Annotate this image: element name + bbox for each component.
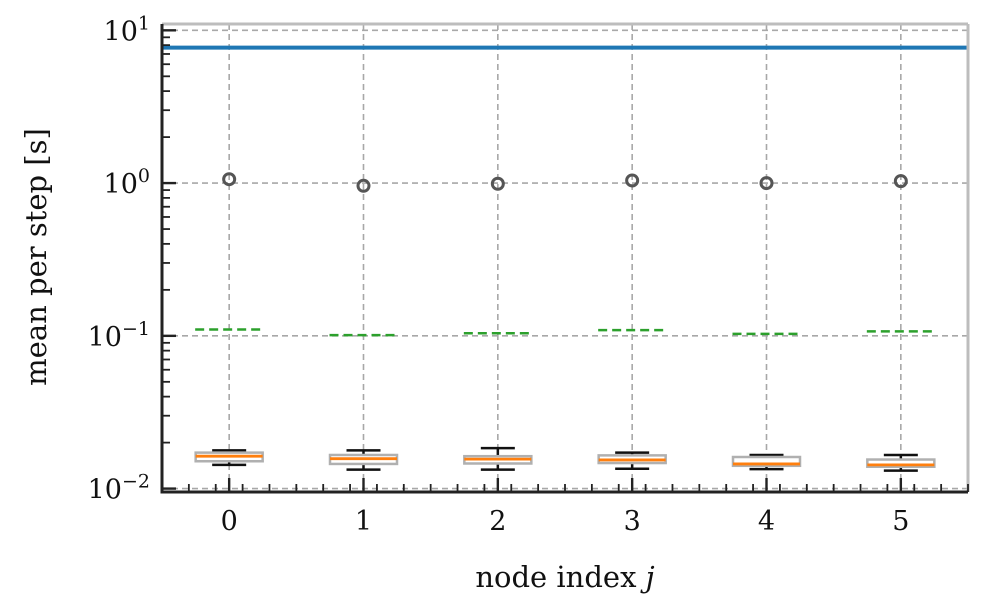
grid-lines <box>162 24 968 492</box>
y-tick-label: 101 <box>104 12 150 47</box>
x-tick-label: 5 <box>892 506 909 537</box>
box-body <box>866 458 936 469</box>
x-tick-label: 2 <box>489 506 506 537</box>
circle-marker <box>490 176 505 191</box>
data-marks <box>162 45 968 472</box>
circle-marker <box>356 178 371 193</box>
circle-marker <box>759 176 774 191</box>
circle-marker <box>222 172 237 187</box>
x-axis-label-variable: j <box>640 560 655 594</box>
circle-marker <box>893 174 908 189</box>
y-tick-label: 100 <box>104 165 150 200</box>
x-tick-label: 1 <box>355 506 372 537</box>
y-tick-label: 10−1 <box>88 318 150 353</box>
x-axis-label-text: node index <box>475 560 636 594</box>
x-tick-label: 0 <box>221 506 238 537</box>
x-axis-label: node index j <box>475 560 654 594</box>
circle-marker <box>625 173 640 188</box>
box-body <box>731 455 802 468</box>
y-tick-label: 10−2 <box>88 471 150 506</box>
y-axis-label: mean per step [s] <box>19 128 53 386</box>
x-tick-label: 3 <box>624 506 641 537</box>
axes-frame <box>160 22 970 494</box>
x-tick-label: 4 <box>758 506 775 537</box>
